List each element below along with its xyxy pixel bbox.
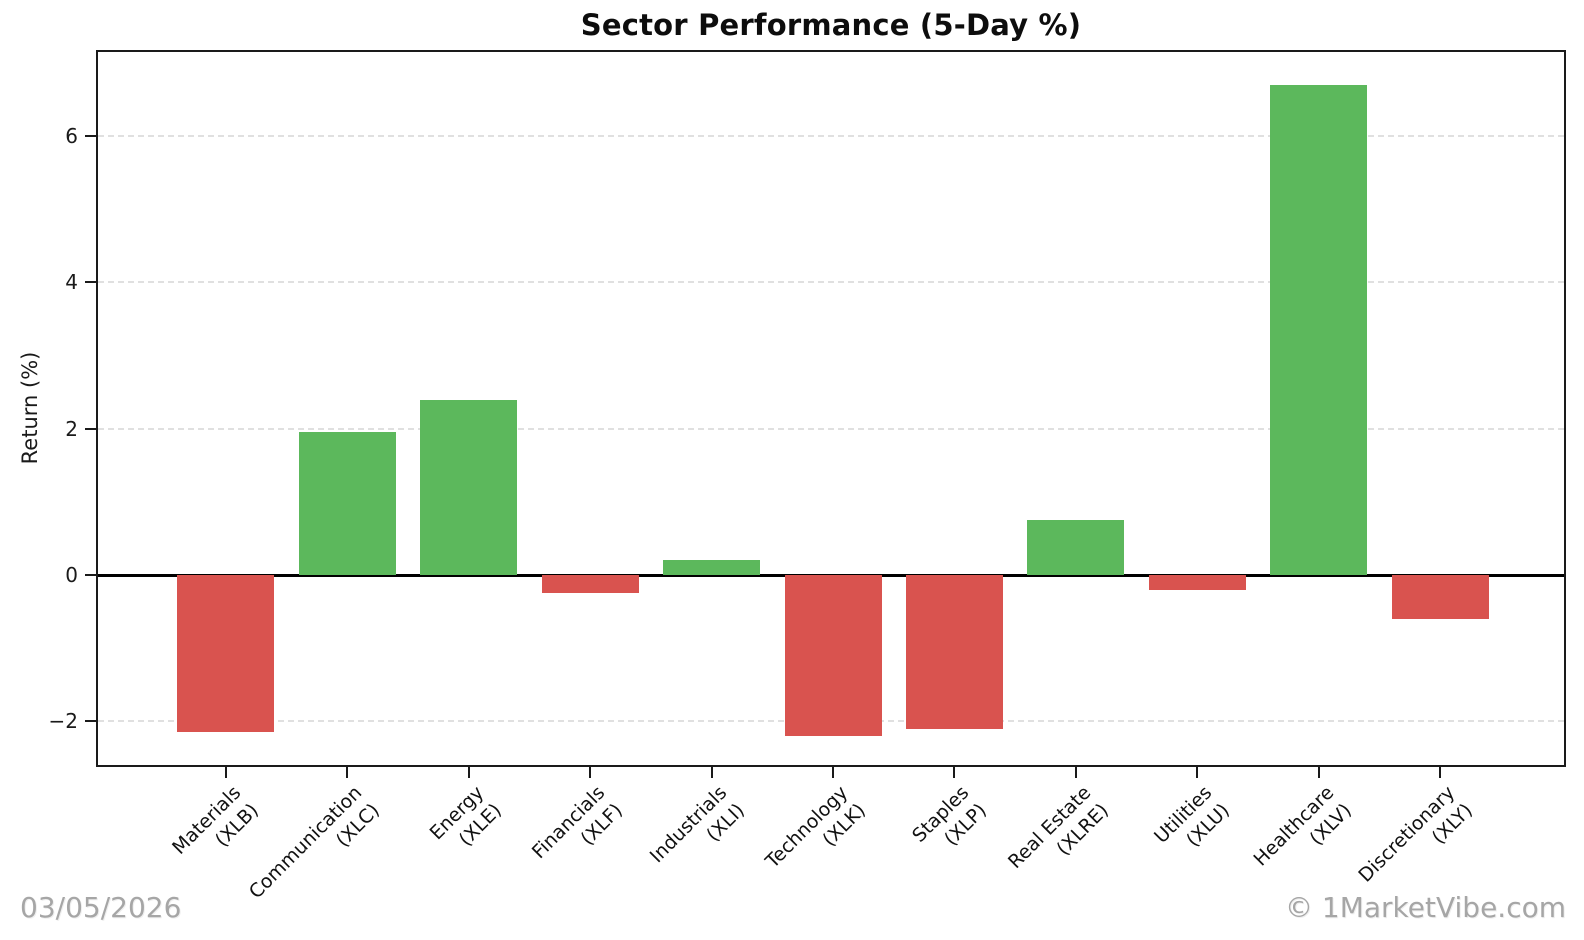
x-tick-xlv	[1317, 767, 1320, 778]
y-tick-label--2: −2	[48, 709, 78, 734]
x-tick-xly	[1439, 767, 1442, 778]
x-tick-xlu	[1196, 767, 1199, 778]
y-axis-label-text: Return (%)	[18, 351, 42, 465]
bar-xlp	[905, 575, 1003, 729]
y-tick--2	[85, 720, 96, 723]
footer-date: 03/05/2026	[20, 891, 182, 924]
bar-xlre	[1027, 520, 1125, 576]
y-tick-label-6: 6	[65, 124, 78, 149]
x-tick-xlf	[589, 767, 592, 778]
x-tick-label-text: Staples (XLP)	[908, 781, 992, 851]
x-tick-label-text: Materials (XLB)	[167, 781, 263, 859]
x-tick-xle	[467, 767, 470, 778]
footer-credit: © 1MarketVibe.com	[1285, 891, 1566, 924]
chart-title: Sector Performance (5-Day %)	[580, 8, 1082, 42]
y-tick-label-2: 2	[65, 416, 78, 441]
y-tick-0	[85, 574, 96, 577]
x-tick-label-text: Communication (XLC)	[244, 781, 385, 904]
x-tick-label-text: Real Estate (XLRE)	[1003, 781, 1113, 874]
y-tick-2	[85, 427, 96, 430]
x-tick-label-text: Utilities (XLU)	[1150, 781, 1235, 852]
x-tick-label-text: Energy (XLE)	[425, 781, 506, 851]
x-tick-xli	[710, 767, 713, 778]
bar-xlu	[1148, 575, 1246, 590]
x-tick-xlp	[953, 767, 956, 778]
bar-xlc	[298, 432, 396, 576]
x-tick-label-text: Healthcare (XLV)	[1249, 781, 1356, 871]
bar-xle	[420, 399, 518, 576]
gridline-y6	[98, 135, 1564, 138]
x-tick-xlb	[224, 767, 227, 778]
x-tick-xlk	[832, 767, 834, 778]
x-tick-xlc	[346, 767, 349, 778]
y-tick-label-0: 0	[65, 563, 78, 588]
bar-xli	[663, 560, 760, 576]
gridline-y4	[98, 281, 1564, 284]
plot-area	[96, 50, 1566, 767]
bar-xlv	[1270, 84, 1368, 576]
bar-xlb	[177, 575, 275, 733]
y-tick-label-4: 4	[65, 270, 78, 295]
x-tick-label-text: Discretionary (XLY)	[1354, 781, 1478, 887]
x-tick-label-text: Financials (XLF)	[527, 781, 628, 864]
gridline-y2	[98, 427, 1564, 430]
bar-xlf	[541, 575, 639, 594]
x-tick-label-text: Industrials (XLI)	[645, 781, 749, 868]
bar-xly	[1391, 575, 1489, 619]
x-tick-xlre	[1074, 767, 1077, 778]
y-tick-6	[85, 135, 96, 138]
bar-xlk	[784, 575, 882, 737]
x-tick-label-text: Technology (XLK)	[761, 781, 870, 873]
y-tick-4	[85, 281, 96, 284]
